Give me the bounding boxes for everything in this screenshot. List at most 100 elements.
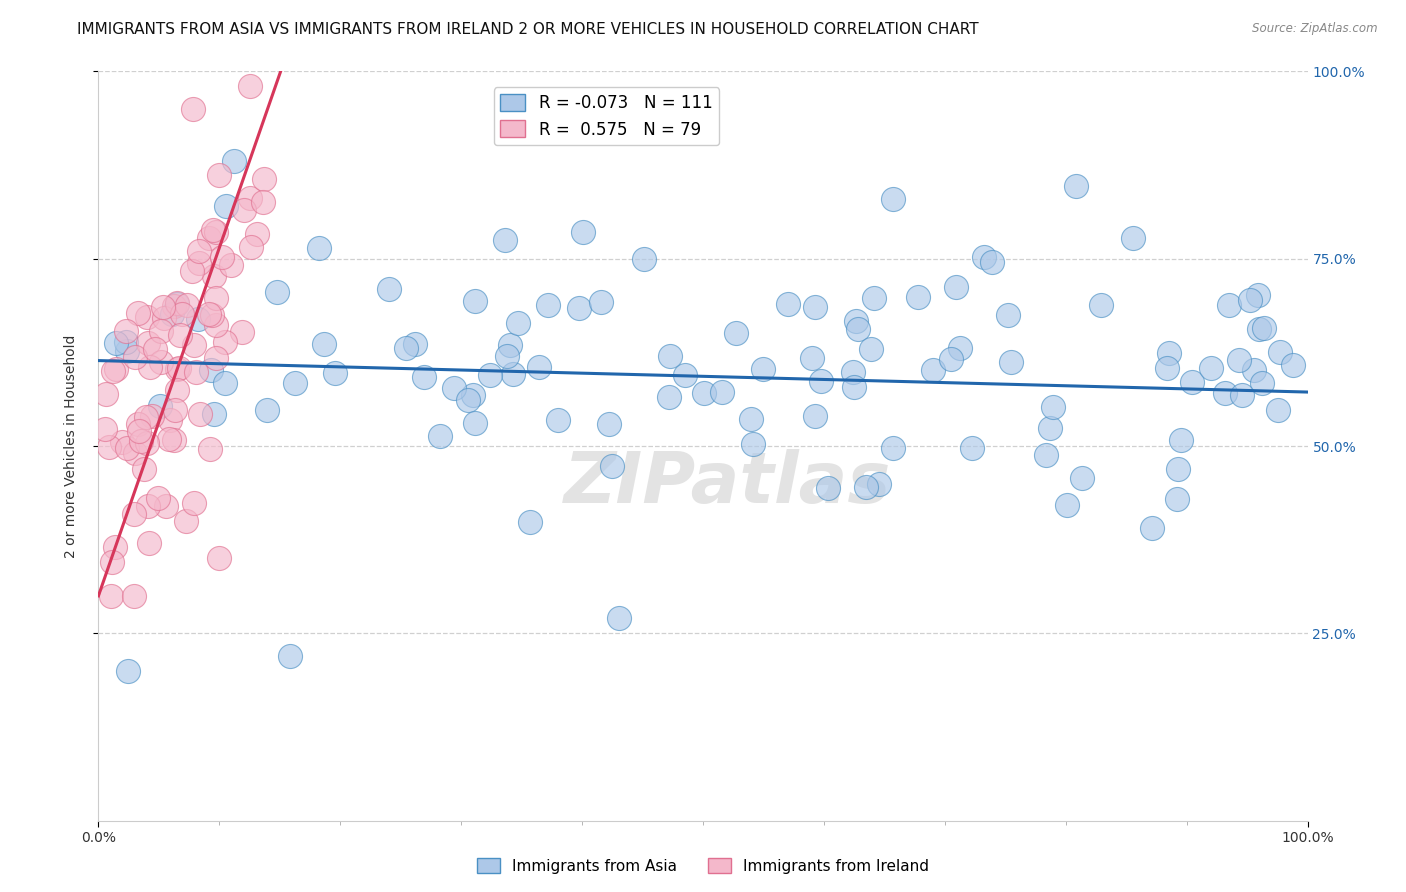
Point (252, 195, 274, 210)
Point (153, 310, 176, 325)
Point (219, 258, 242, 272)
Point (174, 514, 197, 528)
Point (323, 366, 346, 380)
Point (284, 376, 307, 390)
Point (187, 312, 209, 326)
Point (165, 402, 187, 417)
Point (443, 381, 465, 395)
Point (810, 374, 832, 388)
Point (658, 390, 681, 404)
Point (124, 445, 146, 459)
Point (960, 441, 983, 455)
Point (308, 241, 330, 255)
Point (166, 361, 188, 376)
Point (176, 298, 198, 312)
Point (127, 417, 149, 432)
Point (572, 225, 595, 239)
Point (163, 299, 186, 313)
Point (395, 341, 418, 355)
Point (211, 250, 233, 264)
Point (464, 294, 486, 309)
Point (115, 343, 138, 358)
Point (997, 308, 1019, 322)
Point (1167, 461, 1189, 475)
Point (1042, 400, 1064, 414)
Point (278, 648, 301, 663)
Point (115, 325, 138, 339)
Point (131, 434, 153, 449)
Text: ZIPatlas: ZIPatlas (564, 449, 891, 518)
Point (111, 435, 134, 450)
Point (1181, 376, 1204, 390)
Point (253, 172, 276, 186)
Point (148, 400, 170, 414)
Point (907, 290, 929, 304)
Point (188, 256, 211, 270)
Point (801, 351, 824, 365)
Point (170, 307, 193, 321)
Point (114, 334, 136, 349)
Point (464, 416, 486, 430)
Point (138, 536, 160, 550)
Point (855, 480, 877, 494)
Point (1199, 360, 1222, 375)
Point (150, 324, 173, 338)
Point (1159, 345, 1181, 359)
Point (1166, 491, 1188, 506)
Point (529, 359, 551, 374)
Point (537, 297, 560, 311)
Point (1239, 293, 1261, 307)
Point (1270, 345, 1292, 359)
Point (94, 386, 117, 401)
Point (152, 300, 174, 314)
Point (240, 240, 263, 254)
Point (231, 325, 253, 339)
Point (945, 279, 967, 293)
Point (711, 384, 734, 399)
Point (494, 233, 516, 247)
Point (256, 402, 278, 417)
Point (117, 664, 139, 678)
Point (1253, 321, 1275, 335)
Point (1251, 376, 1274, 390)
Legend: R = -0.073   N = 111, R =  0.575   N = 79: R = -0.073 N = 111, R = 0.575 N = 79 (494, 87, 718, 145)
Point (200, 363, 222, 377)
Point (246, 227, 269, 242)
Point (186, 365, 208, 379)
Point (128, 424, 150, 438)
Point (135, 409, 157, 424)
Point (598, 417, 620, 432)
Point (842, 365, 865, 379)
Point (132, 461, 155, 475)
Point (155, 499, 177, 513)
Point (882, 442, 904, 456)
Point (845, 314, 868, 328)
Point (673, 368, 696, 382)
Point (429, 429, 451, 443)
Point (183, 495, 205, 509)
Point (479, 368, 502, 383)
Point (508, 316, 530, 330)
Point (817, 481, 839, 495)
Point (160, 307, 183, 321)
Point (136, 435, 159, 450)
Point (205, 291, 228, 305)
Point (214, 335, 236, 350)
Point (633, 252, 655, 267)
Point (502, 367, 524, 381)
Point (138, 360, 160, 375)
Point (863, 291, 886, 305)
Point (1056, 498, 1078, 512)
Point (778, 297, 800, 311)
Point (939, 351, 962, 366)
Point (224, 154, 246, 169)
Point (233, 203, 256, 218)
Point (973, 250, 995, 264)
Point (141, 409, 163, 423)
Point (1035, 448, 1057, 462)
Text: Source: ZipAtlas.com: Source: ZipAtlas.com (1253, 22, 1378, 36)
Point (94, 422, 117, 436)
Point (105, 336, 128, 351)
Point (741, 437, 763, 451)
Point (499, 338, 522, 352)
